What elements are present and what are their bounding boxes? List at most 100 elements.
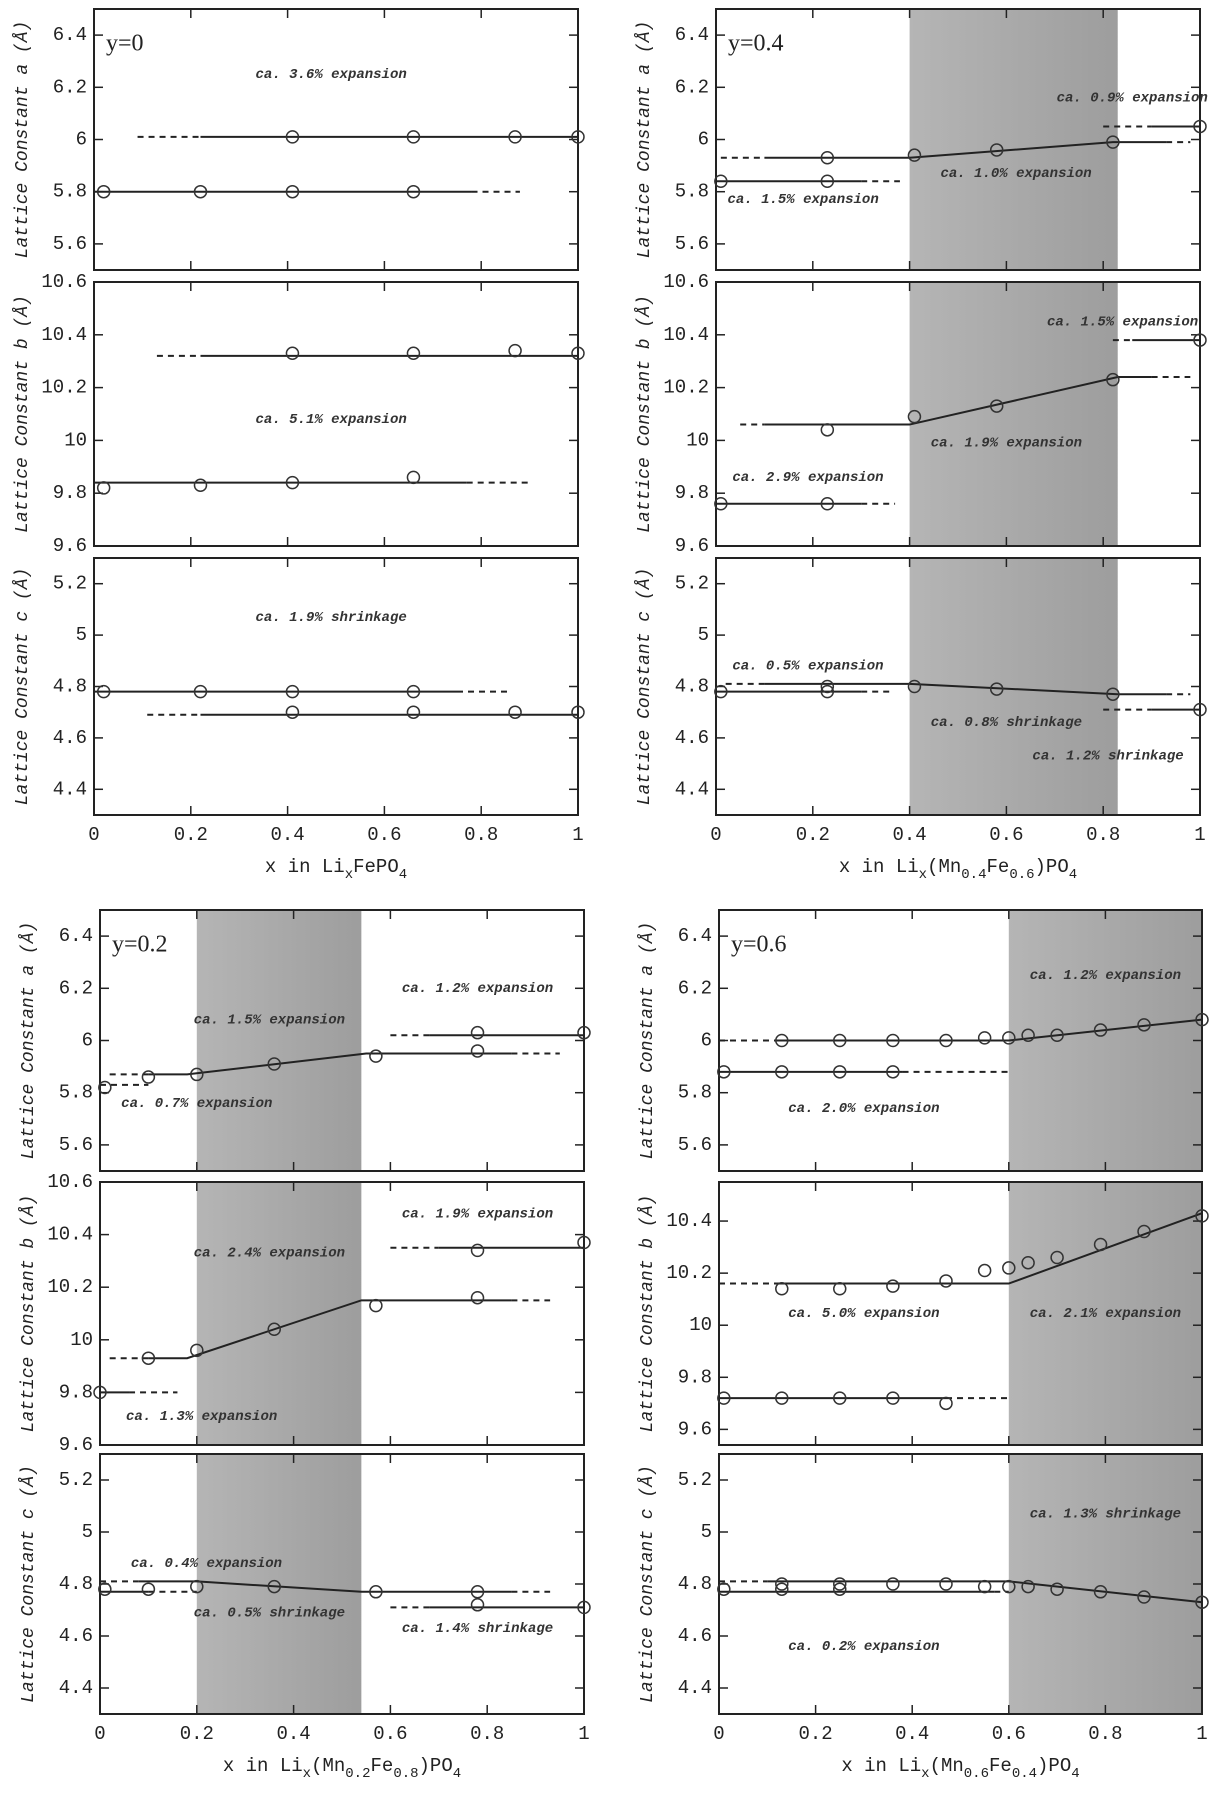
y-tick-label: 6.4	[53, 24, 87, 46]
data-point	[470, 1585, 485, 1599]
x-tick-label: 0.8	[464, 824, 498, 846]
y-tick-label: 5.6	[53, 233, 87, 255]
y-tick-label: 9.8	[59, 1381, 93, 1403]
fit-line	[764, 376, 1152, 426]
annotation: ca. 5.1% expansion	[256, 412, 407, 428]
data-point	[193, 684, 208, 699]
x-axis-label-part: )PO	[1037, 1755, 1071, 1777]
x-tick-label: 0.4	[892, 824, 926, 846]
y-tick-label: 5.6	[678, 1134, 712, 1156]
y-tick-label: 5	[701, 1521, 712, 1543]
data-point	[577, 1235, 591, 1250]
data-point	[93, 1385, 107, 1400]
plot-frame	[715, 281, 1201, 547]
x-axis-label-part: x in Li	[265, 856, 345, 878]
y-tick-label: 10.2	[47, 1276, 93, 1298]
annotation: ca. 1.2% shrinkage	[1032, 749, 1183, 765]
y-tick-label: 10.4	[663, 324, 709, 346]
x-axis-label-subscript: 4	[453, 1766, 461, 1782]
x-tick-label: 0.6	[989, 824, 1023, 846]
x-axis-label-subscript: 4	[399, 867, 407, 883]
data-point	[96, 481, 111, 495]
data-point	[833, 1391, 847, 1405]
y-tick-label: 9.8	[675, 482, 709, 504]
x-tick-label: 1	[572, 824, 583, 846]
annotation: ca. 0.7% expansion	[121, 1096, 272, 1112]
x-axis-label-subscript: 0.8	[393, 1766, 418, 1782]
data-point	[717, 1582, 731, 1596]
data-point	[470, 1598, 485, 1612]
panel-label: y=0.4	[728, 31, 784, 57]
data-point	[989, 143, 1004, 157]
data-point	[369, 1049, 383, 1063]
y-tick-label: 10.4	[47, 1224, 93, 1246]
data-point	[907, 148, 922, 162]
data-point	[977, 1263, 992, 1278]
data-point	[1106, 372, 1120, 387]
data-point	[508, 705, 522, 719]
data-point	[1106, 687, 1120, 701]
annotation: ca. 1.0% expansion	[940, 166, 1091, 182]
data-point	[989, 399, 1004, 413]
data-point	[977, 1579, 992, 1594]
data-point	[406, 470, 421, 485]
y-tick-label: 5.2	[59, 1469, 93, 1491]
data-point	[1021, 1255, 1035, 1270]
y-axis-label: Lattice Constant a (Å)	[12, 21, 33, 259]
shaded-region	[909, 558, 1118, 815]
y-tick-label: 4.6	[675, 727, 709, 749]
plot-frame	[718, 1181, 1203, 1446]
data-point	[508, 130, 522, 144]
data-point	[577, 1025, 591, 1040]
x-axis-label-subscript: 0.4	[1012, 1766, 1037, 1782]
annotation: ca. 2.1% expansion	[1030, 1306, 1181, 1322]
x-axis-label-subscript: 0.6	[1009, 867, 1034, 883]
y-tick-label: 10.6	[663, 271, 709, 293]
y-axis-label: Lattice Constant b (Å)	[637, 1195, 658, 1433]
data-point	[833, 1065, 847, 1079]
data-point	[1093, 1585, 1108, 1599]
annotation: ca. 1.9% expansion	[931, 436, 1082, 452]
y-axis-label: Lattice Constant c (Å)	[634, 568, 655, 806]
data-point	[1002, 1031, 1016, 1045]
annotation: ca. 1.9% shrinkage	[256, 610, 407, 626]
data-point	[406, 346, 421, 361]
y-tick-label: 10	[686, 429, 709, 451]
data-point	[369, 1585, 383, 1599]
y-tick-label: 9.6	[53, 535, 87, 557]
data-point	[775, 1065, 789, 1079]
y-tick-label: 5	[698, 624, 709, 646]
y-tick-label: 10	[64, 429, 87, 451]
data-point	[406, 130, 421, 144]
y-tick-label: 4.8	[59, 1573, 93, 1595]
x-tick-label: 1	[578, 1723, 589, 1745]
y-tick-label: 5.2	[678, 1469, 712, 1491]
y-tick-label: 6.2	[675, 76, 709, 98]
x-tick-label: 0.2	[796, 824, 830, 846]
y-tick-label: 6.4	[59, 925, 93, 947]
data-point	[833, 1033, 847, 1048]
y-tick-label: 10.2	[41, 377, 87, 399]
data-point	[571, 705, 585, 719]
data-point	[717, 1391, 731, 1405]
y-axis-label: Lattice Constant a (Å)	[637, 922, 658, 1160]
data-point	[470, 1044, 485, 1058]
data-point	[714, 684, 728, 699]
y-tick-label: 6	[76, 129, 87, 151]
data-point	[141, 1582, 156, 1596]
data-point	[820, 423, 835, 437]
annotation: ca. 0.5% expansion	[732, 659, 883, 675]
data-point	[1021, 1028, 1035, 1043]
y-tick-label: 6.2	[59, 977, 93, 999]
x-axis-label: x in Lix(Mn0.4Fe0.6)PO4	[839, 856, 1077, 883]
x-axis-label-subscript: x	[345, 867, 353, 883]
y-axis-label: Lattice Constant c (Å)	[637, 1465, 658, 1703]
x-axis-label-part: (Mn	[311, 1755, 345, 1777]
y-tick-label: 10.6	[41, 271, 87, 293]
x-tick-label: 0.4	[270, 824, 304, 846]
y-tick-label: 4.4	[53, 778, 87, 800]
y-tick-label: 5.8	[678, 1082, 712, 1104]
shaded-region	[196, 910, 362, 1171]
annotation: ca. 1.3% shrinkage	[1030, 1507, 1181, 1523]
panel-label: y=0.6	[731, 932, 787, 958]
